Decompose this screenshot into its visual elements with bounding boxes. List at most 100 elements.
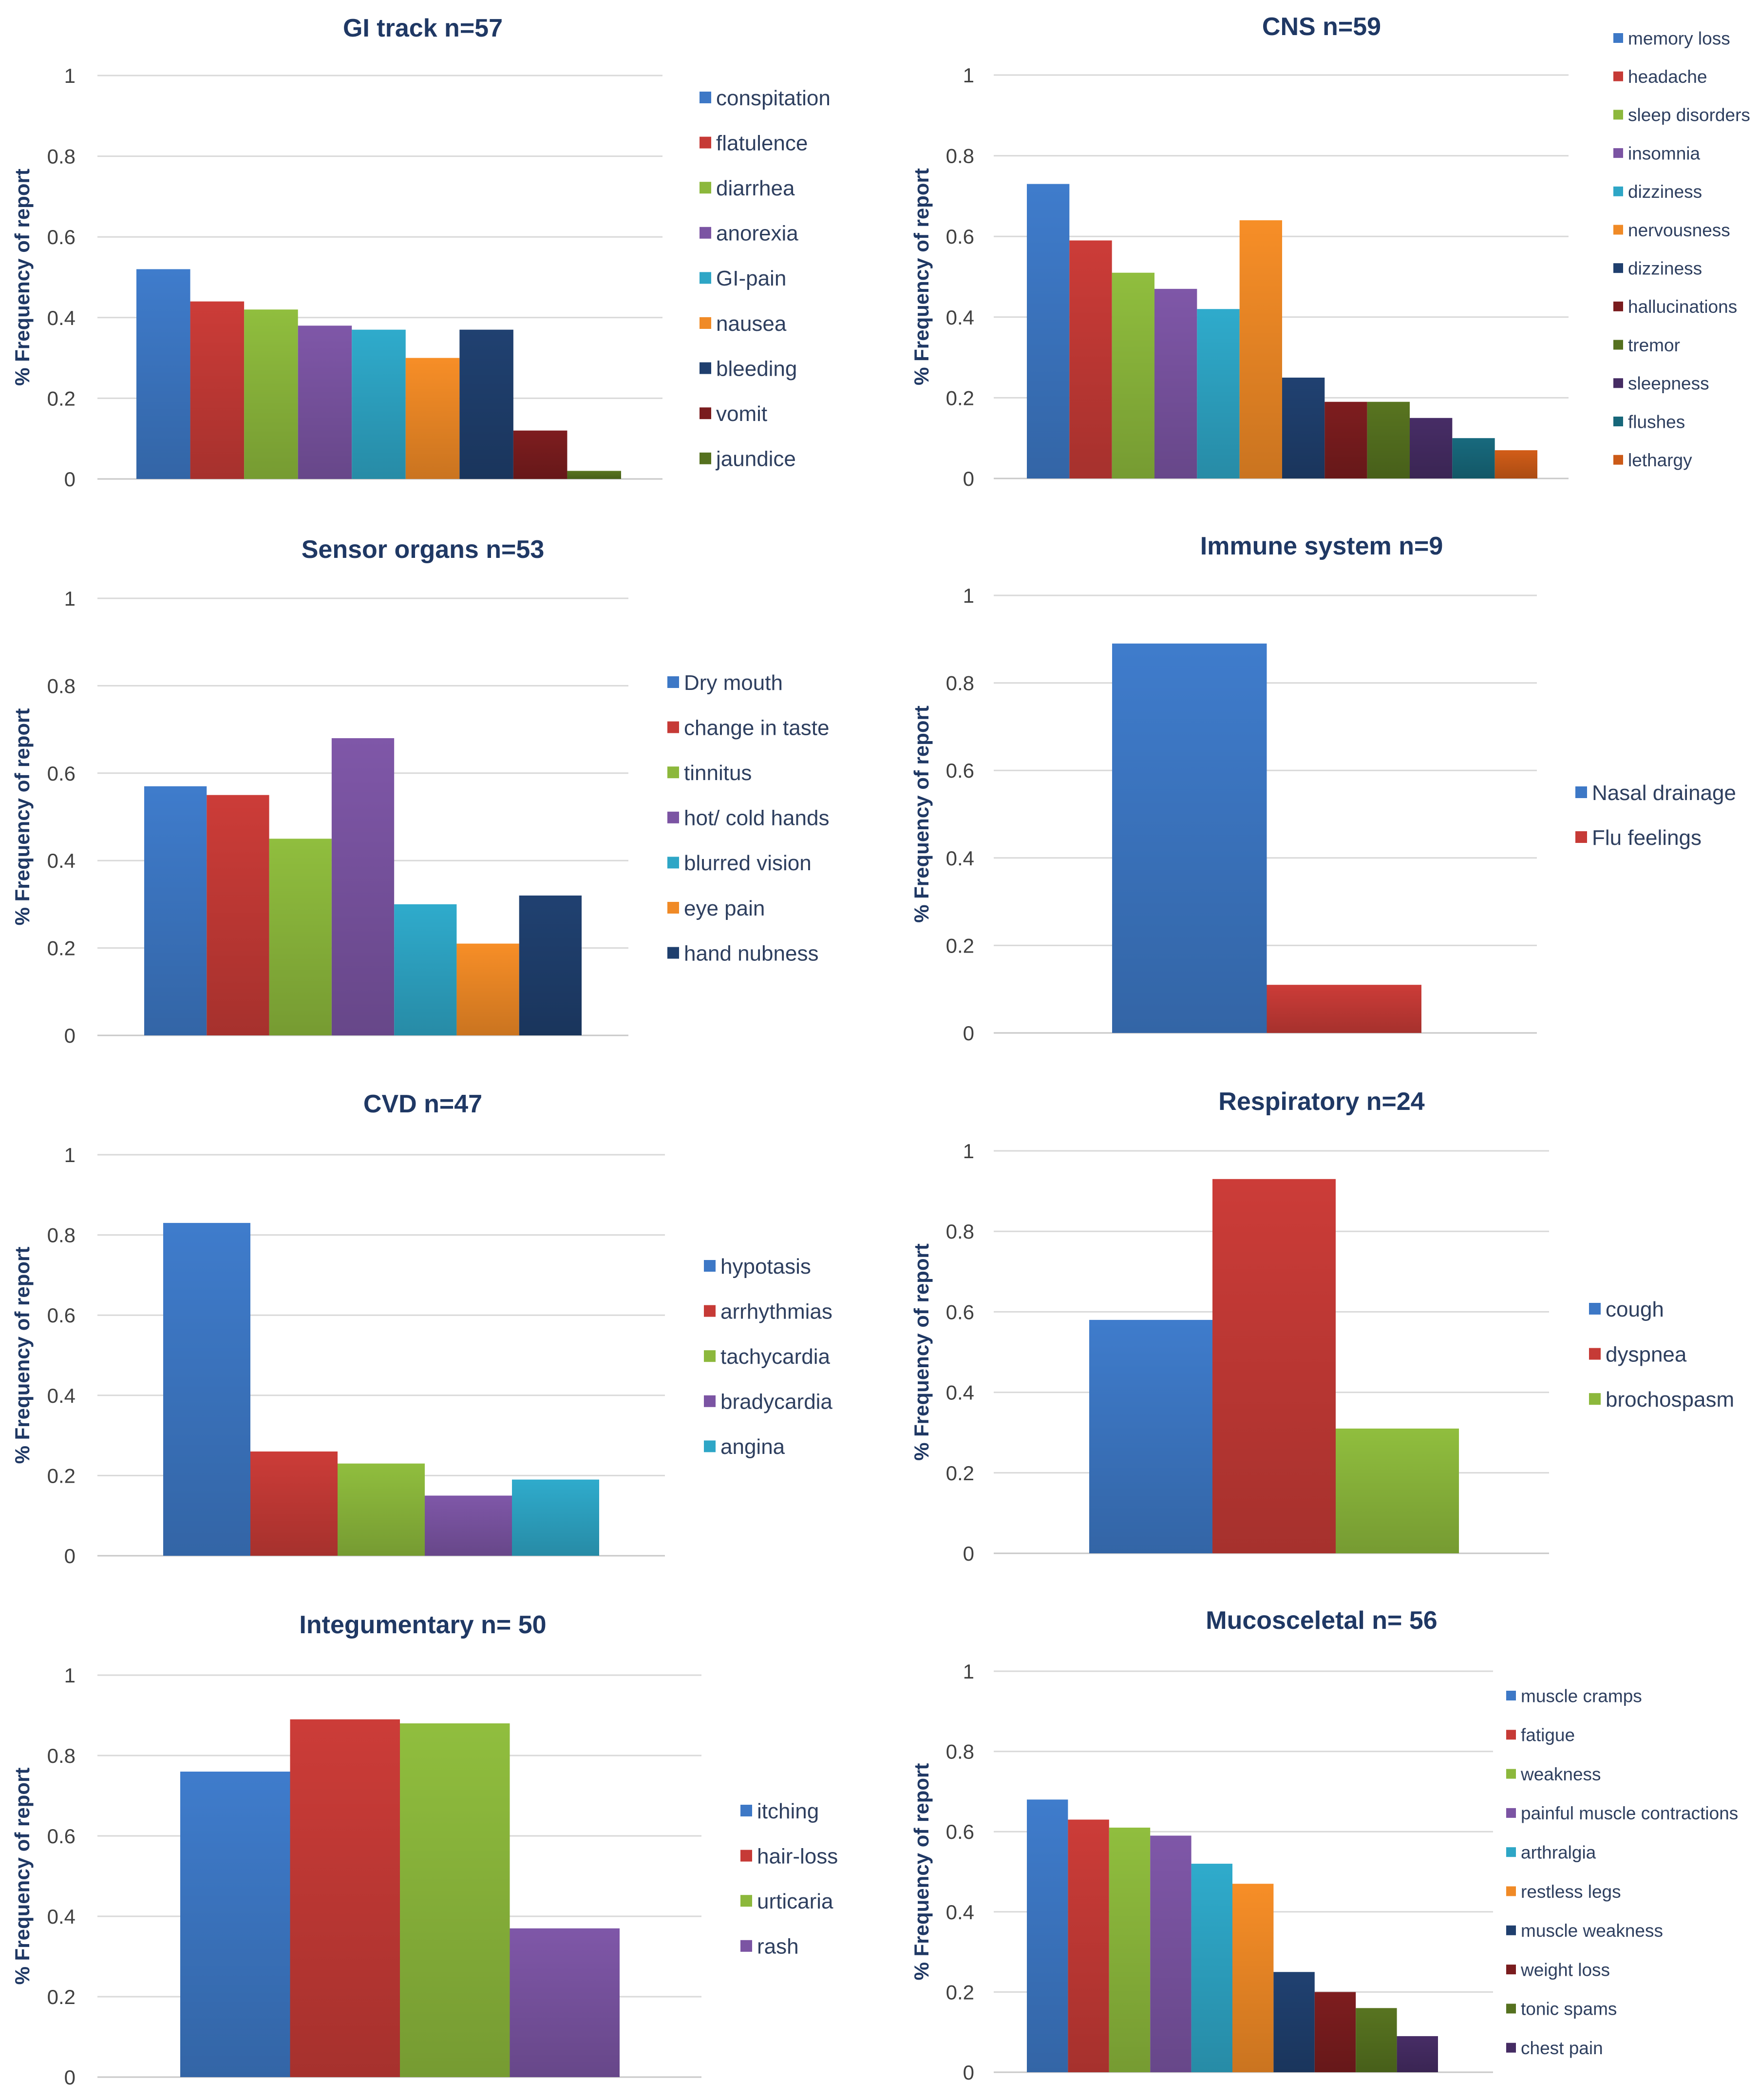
- legend-swatch: [700, 182, 711, 194]
- legend-label: eye pain: [684, 897, 765, 920]
- bar-angina: [512, 1479, 599, 1556]
- legend-item: weakness: [1506, 1764, 1601, 1784]
- bar-hypotasis: [163, 1222, 250, 1556]
- legend-item: anorexia: [700, 222, 798, 246]
- y-tick-label: 0.8: [946, 1740, 974, 1763]
- bar-hot-cold-hands: [331, 738, 395, 1035]
- y-tick-label: 0: [64, 468, 76, 491]
- y-tick-label: 0.4: [47, 849, 76, 872]
- y-tick-label: 1: [963, 64, 974, 87]
- legend-swatch: [1589, 1393, 1601, 1405]
- chart-title: CVD n=47: [363, 1090, 482, 1118]
- y-axis-label: % Frequency of report: [910, 706, 933, 923]
- bar-muscle-cramps: [1027, 1799, 1068, 2072]
- y-tick-label: 0.8: [946, 672, 974, 695]
- chart-panel-5: CVD n=47 0 0.2 0.4 0.6 0.8 1 % Frequency of rep…: [11, 1090, 832, 1567]
- bar-bradycardia: [425, 1495, 512, 1556]
- y-tick-label: 0.8: [47, 1744, 76, 1767]
- legend-label: nervousness: [1628, 220, 1730, 240]
- legend-item: arrhythmias: [704, 1299, 832, 1323]
- legend-swatch: [667, 811, 679, 823]
- y-tick-label: 0: [963, 1542, 974, 1565]
- bar-tinnitus: [269, 839, 332, 1035]
- legend-label: weight loss: [1520, 1960, 1610, 1980]
- bar-dyspnea: [1212, 1179, 1336, 1553]
- legend-item: restless legs: [1506, 1882, 1621, 1902]
- legend-label: urticaria: [757, 1890, 833, 1913]
- y-tick-label: 0.4: [47, 306, 76, 329]
- legend-swatch: [667, 902, 679, 914]
- legend-label: hot/ cold hands: [684, 806, 829, 830]
- legend-item: eye pain: [667, 897, 765, 920]
- legend-label: blurred vision: [684, 851, 812, 875]
- legend-swatch: [700, 362, 711, 374]
- y-tick-label: 0.6: [946, 225, 974, 248]
- legend-swatch: [1613, 301, 1623, 311]
- legend-swatch: [1506, 1808, 1516, 1818]
- bar-painful-muscle-contractions: [1150, 1835, 1192, 2072]
- legend-item: insomnia: [1613, 143, 1700, 163]
- bar-insomnia: [1154, 288, 1197, 478]
- legend-label: dyspnea: [1606, 1342, 1687, 1366]
- legend-item: nausea: [700, 312, 787, 336]
- legend-swatch: [1506, 1847, 1516, 1857]
- bar-memory-loss: [1027, 184, 1070, 478]
- bar-dizziness: [1197, 309, 1240, 478]
- chart-title: Integumentary n= 50: [299, 1611, 546, 1639]
- bar-anorexia: [298, 325, 352, 479]
- legend-item: rash: [740, 1935, 799, 1959]
- bar-hair-loss: [290, 1719, 400, 2077]
- legend-label: fatigue: [1521, 1725, 1575, 1745]
- legend-label: change in taste: [684, 716, 829, 740]
- legend-label: diarrhea: [716, 176, 795, 200]
- legend-item: GI-pain: [700, 267, 786, 290]
- legend-item: muscle weakness: [1506, 1921, 1663, 1941]
- legend-swatch: [700, 272, 711, 284]
- y-tick-label: 0: [963, 467, 974, 490]
- legend-label: angina: [720, 1435, 785, 1459]
- legend-item: flatulence: [700, 131, 808, 155]
- legend-swatch: [1613, 148, 1623, 158]
- legend-swatch: [1506, 1769, 1516, 1779]
- y-tick-label: 0.4: [47, 1384, 76, 1407]
- legend-swatch: [1613, 417, 1623, 426]
- bar-bleeding: [459, 329, 513, 479]
- bar-headache: [1069, 240, 1112, 478]
- chart-panel-3: Sensor organs n=53 0 0.2 0.4 0.6 0.8 1 % Freque…: [11, 535, 829, 1047]
- legend-label: Flu feelings: [1592, 826, 1702, 850]
- chart-title: Immune system n=9: [1200, 532, 1443, 560]
- legend-item: lethargy: [1613, 450, 1692, 470]
- legend-label: lethargy: [1628, 450, 1692, 470]
- legend-item: hot/ cold hands: [667, 806, 829, 830]
- y-tick-label: 0.4: [946, 847, 974, 870]
- bar-eye-pain: [456, 943, 519, 1035]
- legend-item: sleepness: [1613, 374, 1709, 394]
- y-tick-label: 0.8: [47, 145, 76, 168]
- bar-nasal-drainage: [1112, 643, 1267, 1033]
- legend-item: diarrhea: [700, 176, 795, 200]
- legend-swatch: [1506, 1730, 1516, 1740]
- y-tick-label: 0.2: [946, 934, 974, 957]
- y-tick-label: 0.6: [946, 1300, 974, 1323]
- bar-hallucinations: [1324, 401, 1367, 478]
- legend-item: sleep disorders: [1613, 105, 1750, 125]
- y-tick-label: 0.2: [47, 1464, 76, 1487]
- y-tick-label: 0.8: [946, 1220, 974, 1243]
- legend-label: muscle cramps: [1521, 1686, 1642, 1706]
- bar-flushes: [1452, 438, 1495, 478]
- legend-swatch: [1613, 186, 1623, 196]
- y-axis-label: % Frequency of report: [910, 168, 933, 385]
- bar-arthralgia: [1191, 1864, 1232, 2072]
- y-tick-label: 0.6: [946, 1820, 974, 1843]
- legend-swatch: [1613, 225, 1623, 235]
- bar-weakness: [1109, 1827, 1151, 2072]
- legend-label: weakness: [1520, 1764, 1601, 1784]
- bar-weight-loss: [1314, 1992, 1356, 2072]
- legend-swatch: [1575, 786, 1587, 798]
- legend-label: hallucinations: [1628, 297, 1737, 317]
- legend-label: hand nubness: [684, 941, 818, 965]
- legend-swatch: [740, 1805, 752, 1816]
- legend-swatch: [1613, 455, 1623, 465]
- legend-label: memory loss: [1628, 28, 1730, 48]
